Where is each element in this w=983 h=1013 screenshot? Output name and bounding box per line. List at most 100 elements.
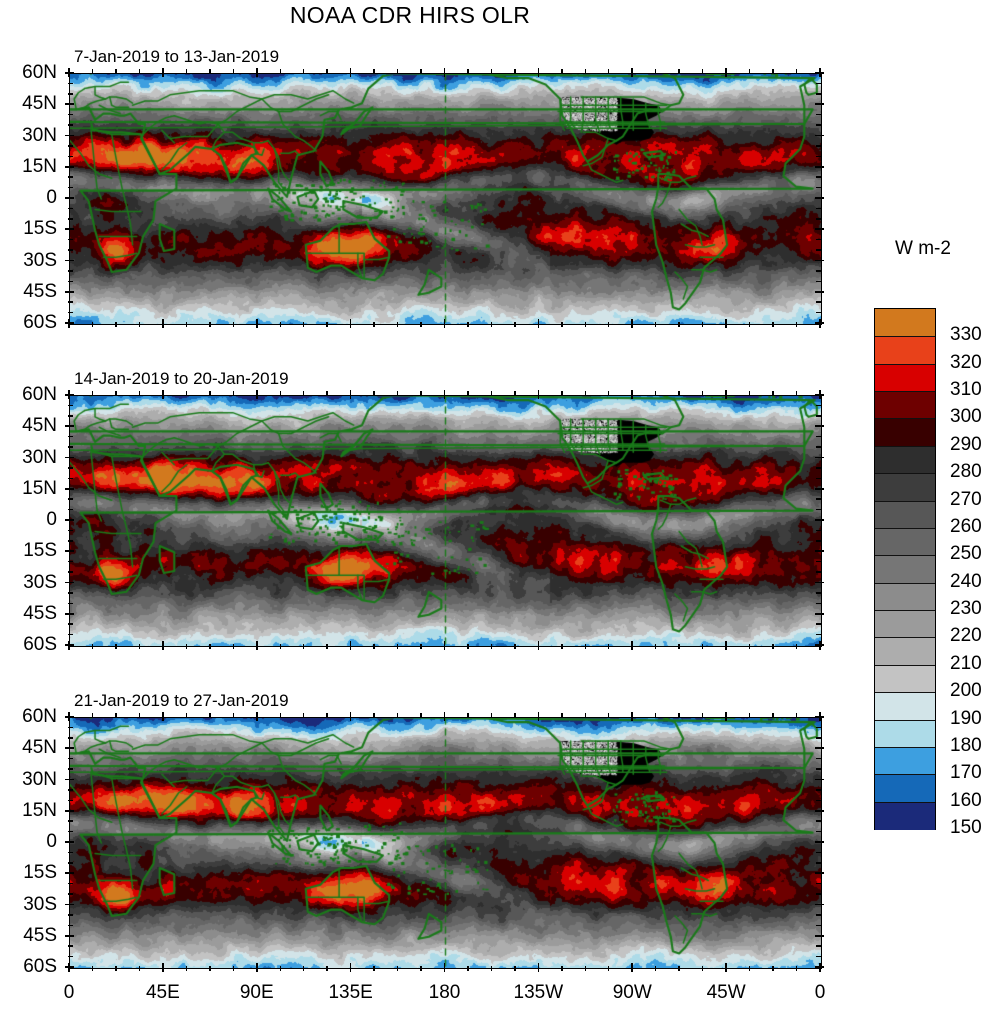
colorbar-band-4 [875, 418, 935, 447]
lat-tick-right-15S [815, 228, 824, 231]
colorbar-separator [875, 391, 935, 393]
lon-minor-tick [655, 644, 657, 649]
lon-minor-tick [138, 69, 141, 74]
colorbar-label-190: 190 [950, 707, 982, 729]
lat-label-45N: 45N [22, 93, 57, 115]
lat-minor-tick [68, 560, 73, 563]
lat-minor-tick [68, 249, 73, 251]
lat-label-15N: 15N [22, 799, 57, 821]
lon-tick-90W [631, 319, 634, 328]
lat-tick-right-30N [815, 778, 824, 781]
lat-label-45N: 45N [22, 737, 57, 759]
lon-minor-tick [490, 391, 493, 396]
lat-minor-tick [68, 207, 73, 210]
lon-tick-0 [819, 319, 821, 328]
map-plot-area-1[interactable] [69, 73, 822, 325]
lon-minor-tick [748, 69, 751, 74]
lon-minor-tick [490, 69, 493, 74]
lat-tick-right-45N [815, 747, 824, 750]
lon-minor-tick [279, 391, 281, 396]
colorbar-band-14 [875, 692, 935, 721]
lat-tick-right-15N [815, 165, 824, 168]
lon-minor-tick [467, 391, 469, 396]
lon-minor-tick [91, 322, 94, 327]
lon-minor-tick [302, 713, 305, 718]
lat-minor-tick [816, 477, 821, 480]
lon-minor-tick [795, 322, 798, 327]
lat-label-15N: 15N [22, 155, 57, 177]
lon-minor-tick [302, 966, 305, 971]
lat-minor-tick [68, 955, 73, 958]
lat-minor-tick [68, 155, 73, 158]
colorbar-separator [875, 610, 935, 612]
lat-minor-tick [816, 280, 821, 283]
map-plot-area-3[interactable] [69, 717, 822, 969]
lat-tick-45N [65, 103, 74, 106]
colorbar-units-label: W m-2 [895, 238, 951, 259]
colorbar-band-13 [875, 664, 935, 693]
lat-minor-tick [68, 446, 73, 448]
lat-minor-tick [816, 145, 821, 147]
lon-minor-tick [138, 713, 141, 718]
page-title: NOAA CDR HIRS OLR [289, 2, 531, 28]
lon-minor-tick [373, 644, 375, 649]
lat-minor-tick [816, 540, 821, 542]
lon-minor-tick [326, 713, 328, 718]
lat-tick-45S [65, 290, 74, 293]
lon-tick-top-135W [537, 68, 540, 77]
lon-minor-tick [420, 322, 422, 327]
lon-minor-tick [420, 713, 422, 718]
lon-tick-135W [537, 963, 540, 972]
lat-minor-tick [68, 945, 73, 947]
colorbar[interactable] [874, 308, 936, 830]
lon-minor-tick [467, 966, 469, 971]
lat-minor-tick [68, 540, 73, 542]
lon-tick-45E [162, 319, 164, 328]
lon-minor-tick [772, 391, 774, 396]
colorbar-label-330: 330 [950, 324, 982, 346]
lon-minor-tick [795, 713, 798, 718]
lon-minor-tick [490, 713, 493, 718]
lon-minor-tick [514, 713, 516, 718]
lat-minor-tick [816, 862, 821, 864]
lon-minor-tick [420, 391, 422, 396]
lon-tick-135W [537, 641, 540, 650]
lon-minor-tick [467, 322, 469, 327]
lat-minor-tick [68, 571, 73, 573]
lat-minor-tick [68, 270, 73, 272]
lon-minor-tick [772, 713, 774, 718]
lat-tick-right-30N [815, 456, 824, 459]
lat-minor-tick [68, 623, 73, 625]
lat-minor-tick [68, 218, 73, 220]
lat-minor-tick [68, 851, 73, 854]
lat-label-0: 0 [46, 187, 57, 208]
lon-tick-0 [819, 641, 821, 650]
lat-label-60S: 60S [23, 634, 57, 655]
lon-minor-tick [396, 69, 399, 74]
lat-tick-right-15N [815, 487, 824, 490]
lon-label-90E: 90E [239, 982, 274, 1003]
map-plot-area-2[interactable] [69, 395, 822, 647]
lon-minor-tick [396, 713, 399, 718]
lat-label-60N: 60N [22, 62, 57, 83]
lat-tick-45S [65, 612, 74, 615]
lat-minor-tick [816, 560, 821, 563]
lon-tick-45E [162, 963, 164, 972]
lon-label-45E: 45E [145, 982, 180, 1003]
lat-label-30S: 30S [23, 249, 57, 271]
lon-minor-tick [608, 713, 610, 718]
colorbar-band-6 [875, 473, 935, 502]
lon-minor-tick [678, 644, 680, 649]
lat-minor-tick [68, 789, 73, 791]
lat-minor-tick [816, 955, 821, 958]
lon-tick-top-0 [819, 390, 821, 399]
lon-label-135E: 135E [328, 982, 373, 1003]
lat-minor-tick [68, 435, 73, 438]
lat-minor-tick [68, 893, 73, 895]
panel-title-1: 7-Jan-2019 to 13-Jan-2019 [74, 47, 280, 66]
colorbar-separator [875, 637, 935, 639]
lon-tick-top-45E [162, 68, 164, 77]
lon-tick-top-90E [255, 68, 258, 77]
lat-tick-right-45N [815, 425, 824, 428]
lat-minor-tick [68, 726, 73, 729]
